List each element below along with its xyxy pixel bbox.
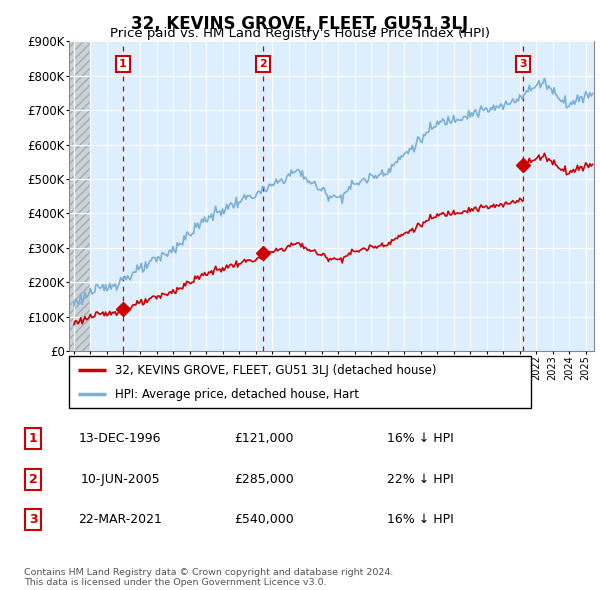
Text: 1: 1 xyxy=(29,432,37,445)
Text: 32, KEVINS GROVE, FLEET, GU51 3LJ (detached house): 32, KEVINS GROVE, FLEET, GU51 3LJ (detac… xyxy=(115,364,437,377)
Text: 1: 1 xyxy=(119,58,127,68)
Text: 16% ↓ HPI: 16% ↓ HPI xyxy=(386,513,454,526)
Text: £540,000: £540,000 xyxy=(234,513,294,526)
Text: 3: 3 xyxy=(520,58,527,68)
Bar xyxy=(69,41,91,351)
Text: 32, KEVINS GROVE, FLEET, GU51 3LJ: 32, KEVINS GROVE, FLEET, GU51 3LJ xyxy=(131,15,469,33)
Text: £285,000: £285,000 xyxy=(234,473,294,486)
Text: 10-JUN-2005: 10-JUN-2005 xyxy=(80,473,160,486)
Text: Contains HM Land Registry data © Crown copyright and database right 2024.
This d: Contains HM Land Registry data © Crown c… xyxy=(24,568,394,587)
Text: 2: 2 xyxy=(259,58,266,68)
Text: 2: 2 xyxy=(29,473,37,486)
Text: 3: 3 xyxy=(29,513,37,526)
Text: Price paid vs. HM Land Registry's House Price Index (HPI): Price paid vs. HM Land Registry's House … xyxy=(110,27,490,40)
Bar xyxy=(69,41,91,351)
Text: 13-DEC-1996: 13-DEC-1996 xyxy=(79,432,161,445)
Text: 16% ↓ HPI: 16% ↓ HPI xyxy=(386,432,454,445)
Text: 22-MAR-2021: 22-MAR-2021 xyxy=(78,513,162,526)
Text: £121,000: £121,000 xyxy=(234,432,294,445)
Text: HPI: Average price, detached house, Hart: HPI: Average price, detached house, Hart xyxy=(115,388,359,401)
FancyBboxPatch shape xyxy=(69,356,531,408)
Text: 22% ↓ HPI: 22% ↓ HPI xyxy=(386,473,454,486)
